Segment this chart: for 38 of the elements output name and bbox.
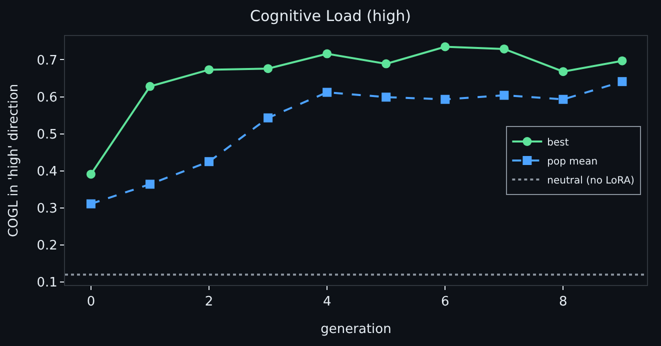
point	[500, 90, 509, 100]
y-tick-label: 0.5	[36, 127, 58, 142]
y-tick-label: 0.7	[36, 53, 58, 68]
point	[204, 157, 214, 166]
legend-label: neutral (no LoRA)	[547, 175, 635, 186]
point	[146, 180, 154, 189]
chart-title: Cognitive Load (high)	[250, 6, 411, 25]
x-tick-label: 4	[322, 294, 332, 310]
x-tick-label: 0	[86, 294, 96, 310]
y-tick-label: 0.4	[36, 164, 58, 180]
legend-label: best	[547, 137, 569, 148]
point	[440, 42, 450, 52]
x-tick-label: 6	[440, 294, 450, 310]
point	[440, 94, 450, 104]
y-tick-label: 0.3	[36, 201, 58, 216]
point	[264, 113, 273, 122]
y-tick-label: 0.1	[36, 276, 58, 291]
point	[382, 92, 391, 102]
y-axis-title: COGL in 'high' direction	[6, 84, 22, 238]
point	[322, 49, 332, 58]
point	[204, 65, 214, 74]
point	[264, 64, 273, 74]
point	[146, 82, 154, 91]
y-tick-label: 0.2	[36, 238, 58, 254]
x-axis-title: generation	[320, 322, 392, 338]
point	[382, 59, 391, 68]
x-tick-label: 2	[204, 294, 214, 310]
point	[322, 88, 332, 97]
point	[558, 67, 568, 76]
y-tick-label: 0.6	[36, 90, 58, 106]
point	[86, 199, 96, 208]
x-tick-label: 8	[559, 294, 568, 310]
point	[500, 44, 509, 54]
point	[618, 56, 627, 66]
point	[618, 77, 627, 86]
point	[558, 94, 568, 104]
legend-label: pop mean	[547, 156, 598, 168]
point	[86, 170, 96, 179]
